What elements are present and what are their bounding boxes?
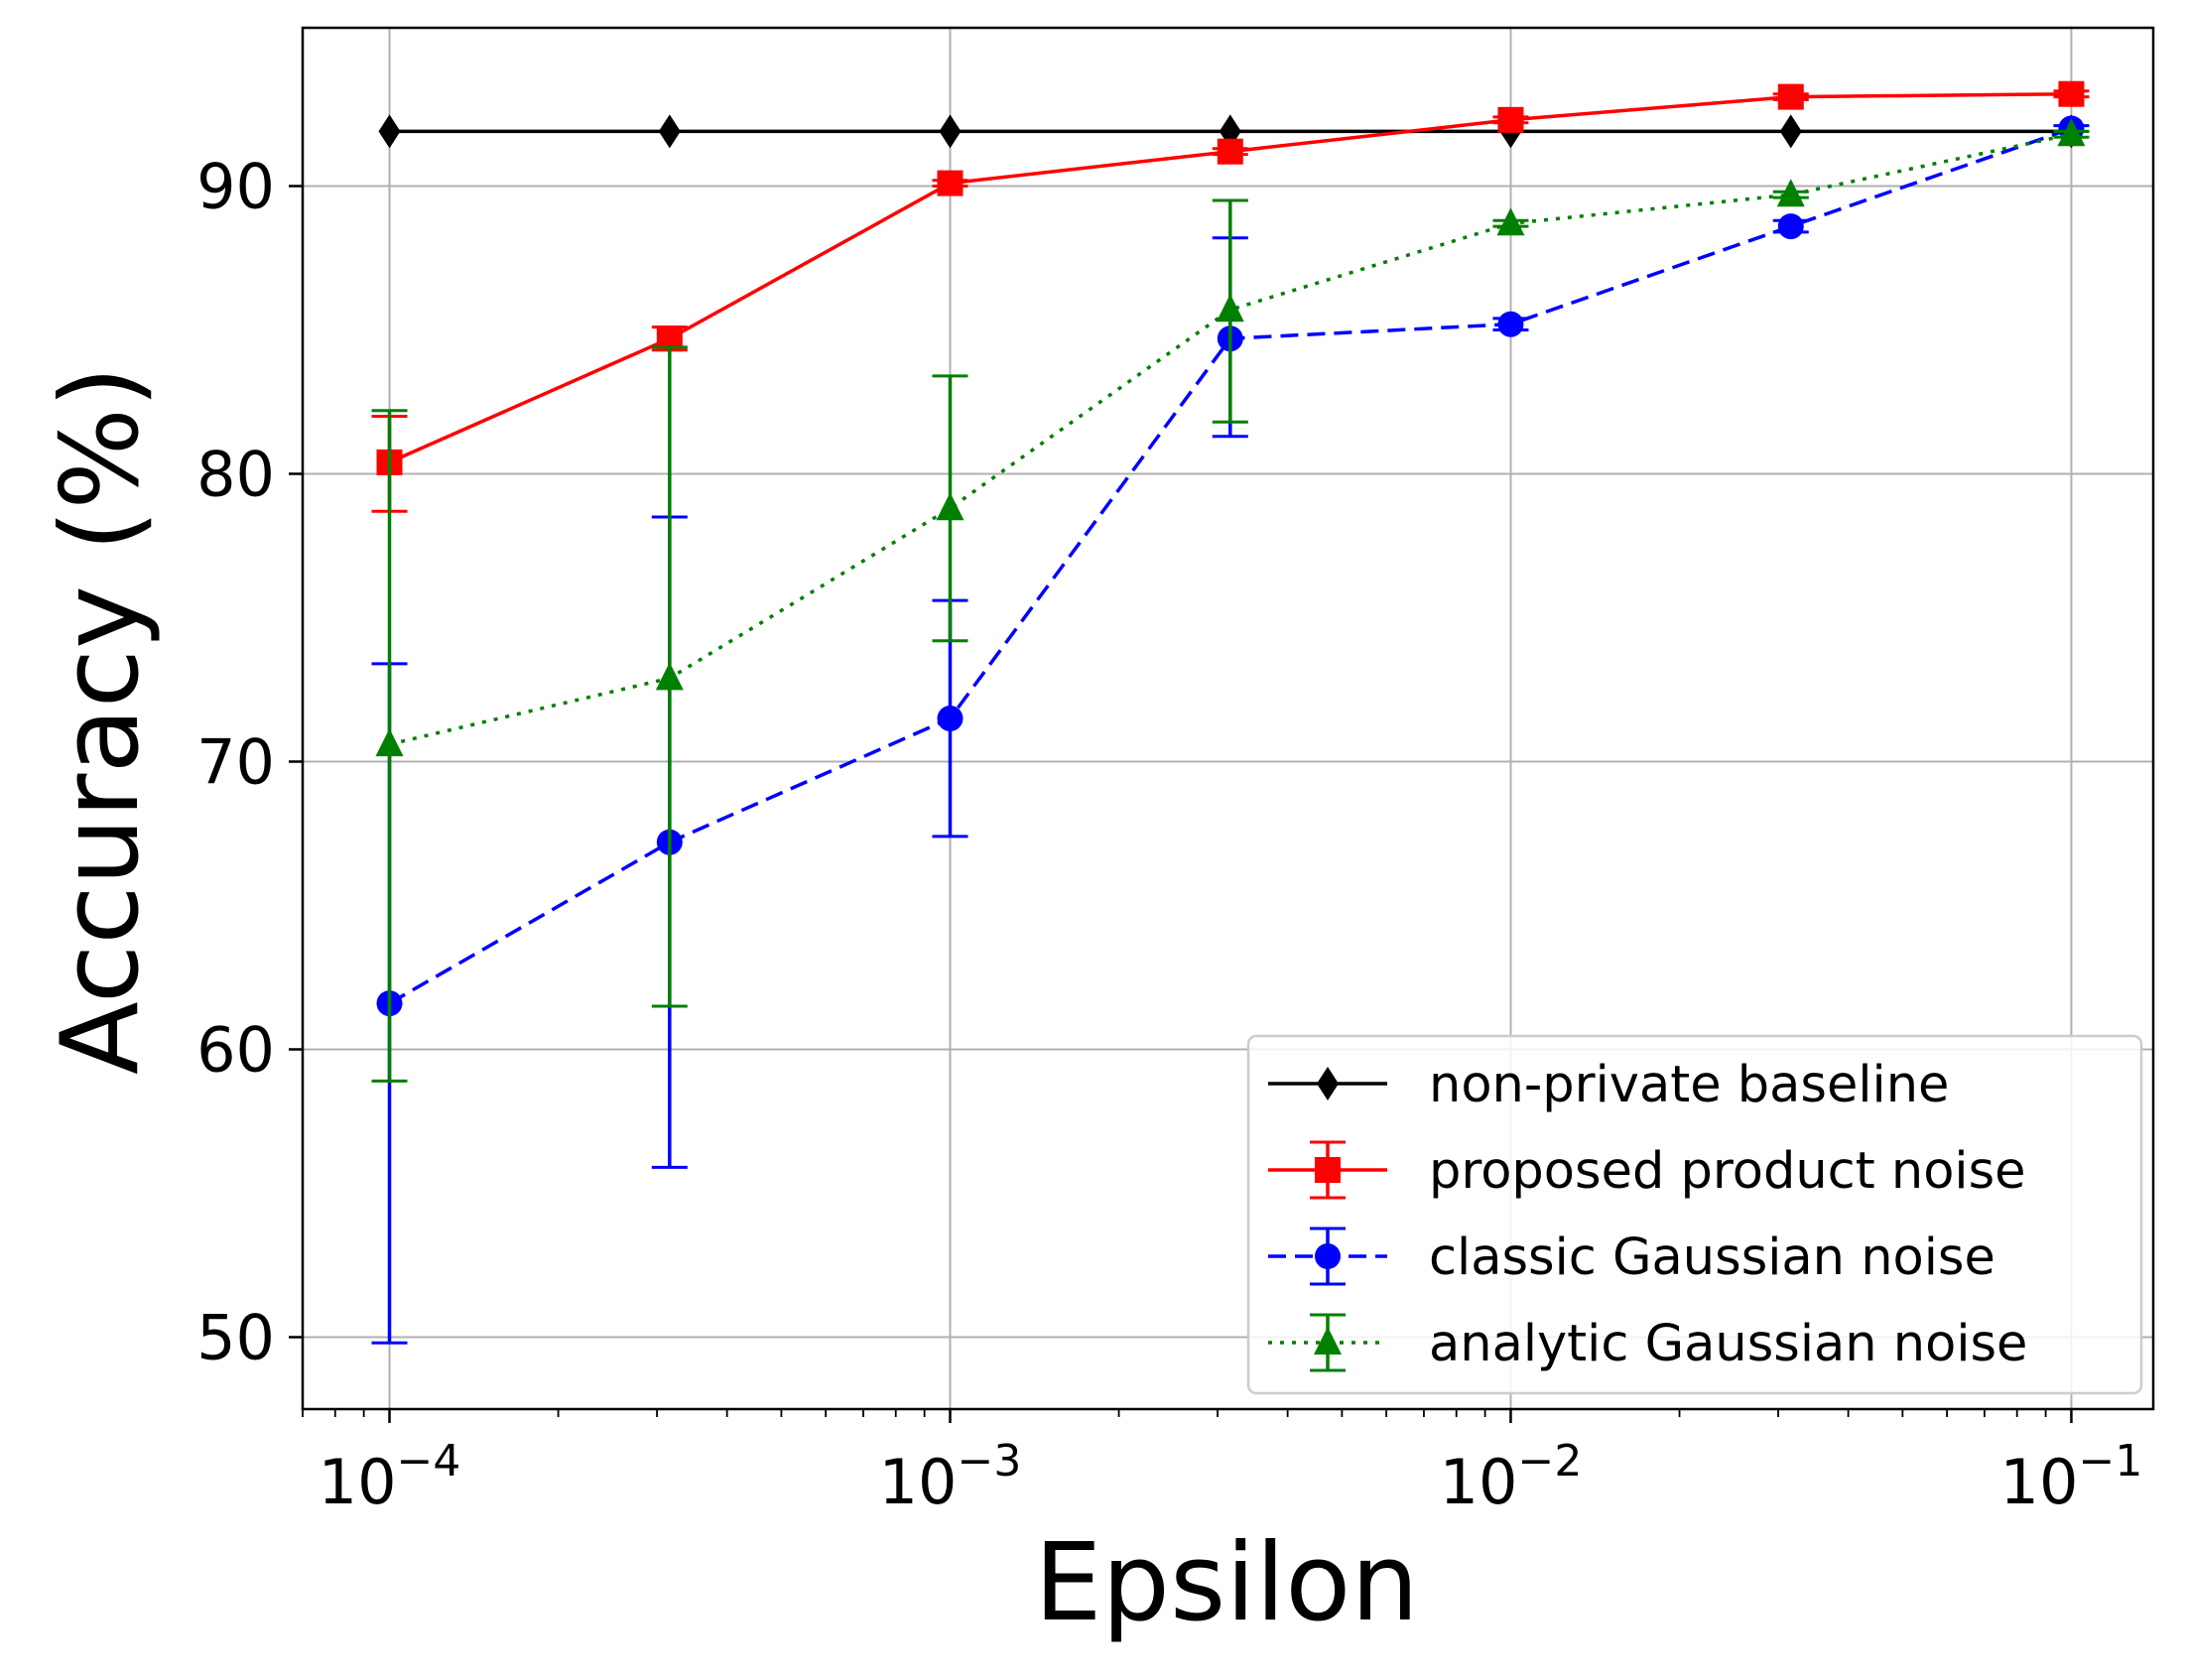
series-layer — [371, 80, 2090, 1345]
y-tick-label: 70 — [196, 726, 275, 799]
y-tick-label: 50 — [196, 1302, 275, 1374]
data-point — [1777, 213, 1804, 240]
data-point — [936, 492, 964, 521]
data-point — [658, 114, 681, 149]
x-axis-title: Epsilon — [1034, 1521, 1419, 1645]
data-point — [937, 706, 964, 731]
data-point — [1496, 207, 1525, 236]
y-tick-label: 80 — [196, 439, 275, 511]
series-3 — [371, 118, 2090, 1083]
y-tick-label: 60 — [196, 1014, 275, 1087]
legend-label: non-private baseline — [1429, 1056, 1949, 1114]
data-point — [1314, 1327, 1342, 1355]
y-axis-title: Accuracy (%) — [39, 366, 163, 1075]
x-tick-label: 10−3 — [879, 1436, 1022, 1518]
series-1 — [371, 80, 2090, 513]
plot-frame — [301, 26, 2155, 1411]
data-point — [1779, 114, 1802, 149]
data-point — [1497, 311, 1524, 337]
legend-label: analytic Gaussian noise — [1429, 1315, 2027, 1373]
data-point — [655, 662, 684, 691]
legend-label: proposed product noise — [1429, 1142, 2026, 1201]
x-tick-label: 10−2 — [1440, 1436, 1583, 1518]
data-point — [937, 170, 964, 196]
axis-ticks: 10−4 10−3 10−2 10−1 50 60 70 80 90 — [196, 151, 2142, 1519]
data-point — [1315, 1243, 1341, 1269]
data-point — [375, 728, 404, 757]
data-point — [1497, 106, 1524, 133]
x-tick-label: 10−4 — [319, 1436, 461, 1518]
legend: non-private baseline proposed product noi… — [1246, 1034, 2143, 1395]
data-point — [1776, 179, 1805, 207]
data-point — [1216, 294, 1244, 323]
data-point — [1317, 1067, 1339, 1100]
data-point — [939, 114, 962, 149]
data-point — [378, 114, 401, 149]
legend-box — [1246, 1034, 2143, 1395]
data-point — [1217, 138, 1243, 165]
data-point — [2058, 80, 2085, 107]
legend-label: classic Gaussian noise — [1429, 1228, 1995, 1287]
y-tick-label: 90 — [196, 151, 275, 223]
data-point — [2057, 118, 2086, 147]
grid — [303, 28, 2153, 1409]
data-point — [1315, 1157, 1341, 1183]
data-point — [1777, 83, 1804, 110]
x-tick-label: 10−1 — [2000, 1436, 2143, 1518]
